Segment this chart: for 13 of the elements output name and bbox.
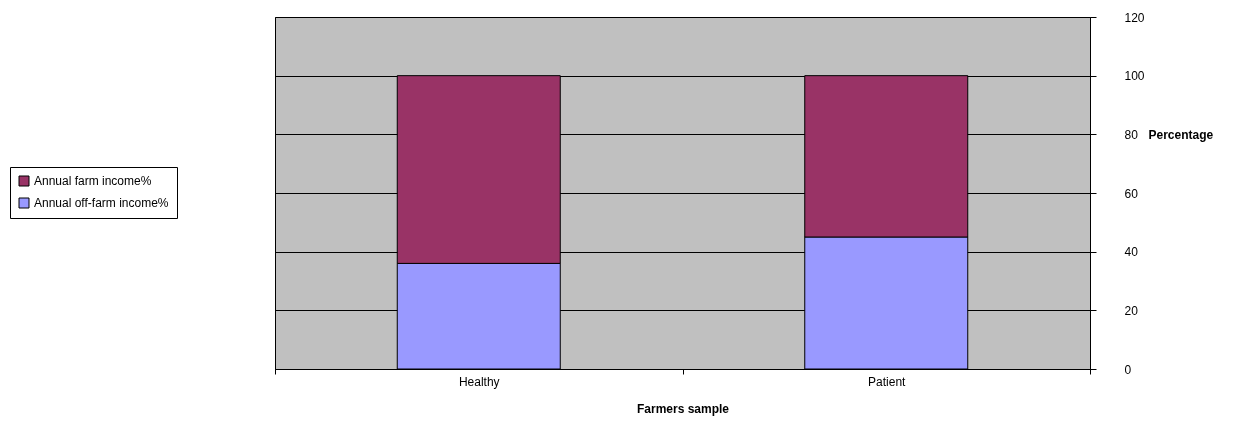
y-tick-label: 40 <box>1124 245 1139 260</box>
y-tick-label: 60 <box>1124 186 1139 201</box>
legend-label: Annual farm income% <box>34 174 152 188</box>
y-tick-label: 100 <box>1124 69 1145 84</box>
x-axis-title: Farmers sample <box>636 401 730 416</box>
y-tick-label: 120 <box>1124 10 1145 25</box>
x-tick-label: Healthy <box>458 374 500 389</box>
y-tick-label: 0 <box>1124 362 1132 377</box>
y-axis-title: Percentage <box>1148 127 1214 142</box>
x-tick-label: Patient <box>868 374 907 389</box>
y-tick-label: 20 <box>1124 303 1139 318</box>
legend-label: Annual off-farm income% <box>34 196 169 210</box>
y-tick-label: 80 <box>1124 127 1139 142</box>
